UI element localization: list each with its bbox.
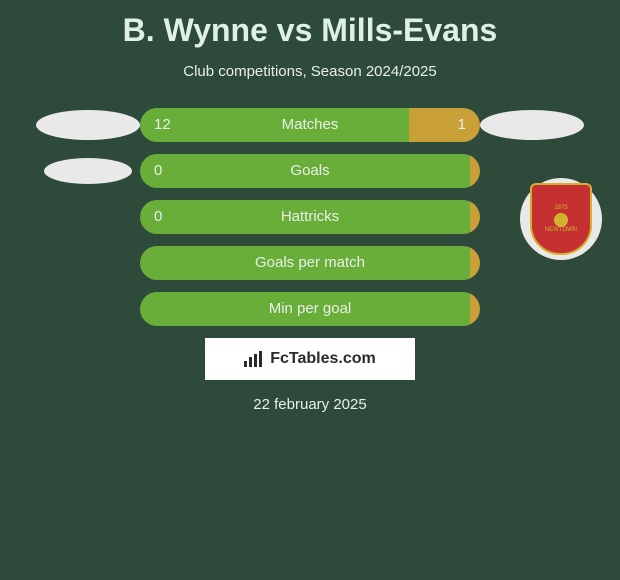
ball-icon xyxy=(554,213,568,227)
club-shield-icon: 1875 NEWTOWN xyxy=(530,183,592,255)
player-right-avatar-slot xyxy=(480,108,584,142)
row-goals-per-match: Goals per match xyxy=(0,246,620,280)
row-min-per-goal: Min per goal xyxy=(0,292,620,326)
bar-goals: 0 Goals xyxy=(140,154,480,188)
club-badge-right: 1875 NEWTOWN xyxy=(520,178,602,260)
row-matches: 12 Matches 1 xyxy=(0,108,620,142)
team-left-slot xyxy=(36,154,140,188)
bar-hattricks: 0 Hattricks xyxy=(140,200,480,234)
bar-chart-icon xyxy=(244,351,264,367)
brand-box[interactable]: FcTables.com xyxy=(205,338,415,380)
avatar-placeholder-icon xyxy=(480,110,584,140)
row-goals: 0 Goals xyxy=(0,154,620,188)
slot-left-empty xyxy=(36,246,140,280)
team-placeholder-icon xyxy=(44,158,132,184)
bar-gpm: Goals per match xyxy=(140,246,480,280)
date-text: 22 february 2025 xyxy=(0,396,620,413)
bar-label: Goals xyxy=(140,154,480,188)
subtitle: Club competitions, Season 2024/2025 xyxy=(0,63,620,80)
bar-mpg: Min per goal xyxy=(140,292,480,326)
bar-label: Min per goal xyxy=(140,292,480,326)
val-right: 1 xyxy=(458,108,466,142)
badge-year: 1875 xyxy=(554,205,567,211)
avatar-placeholder-icon xyxy=(36,110,140,140)
slot-left-empty xyxy=(36,200,140,234)
badge-name: NEWTOWN xyxy=(545,227,577,233)
slot-left-empty xyxy=(36,292,140,326)
player-left-avatar-slot xyxy=(36,108,140,142)
bar-label: Goals per match xyxy=(140,246,480,280)
bar-label: Matches xyxy=(140,108,480,142)
page-title: B. Wynne vs Mills-Evans xyxy=(0,0,620,49)
bar-label: Hattricks xyxy=(140,200,480,234)
bar-matches: 12 Matches 1 xyxy=(140,108,480,142)
brand-text: FcTables.com xyxy=(270,350,376,368)
slot-right-empty xyxy=(480,292,584,326)
